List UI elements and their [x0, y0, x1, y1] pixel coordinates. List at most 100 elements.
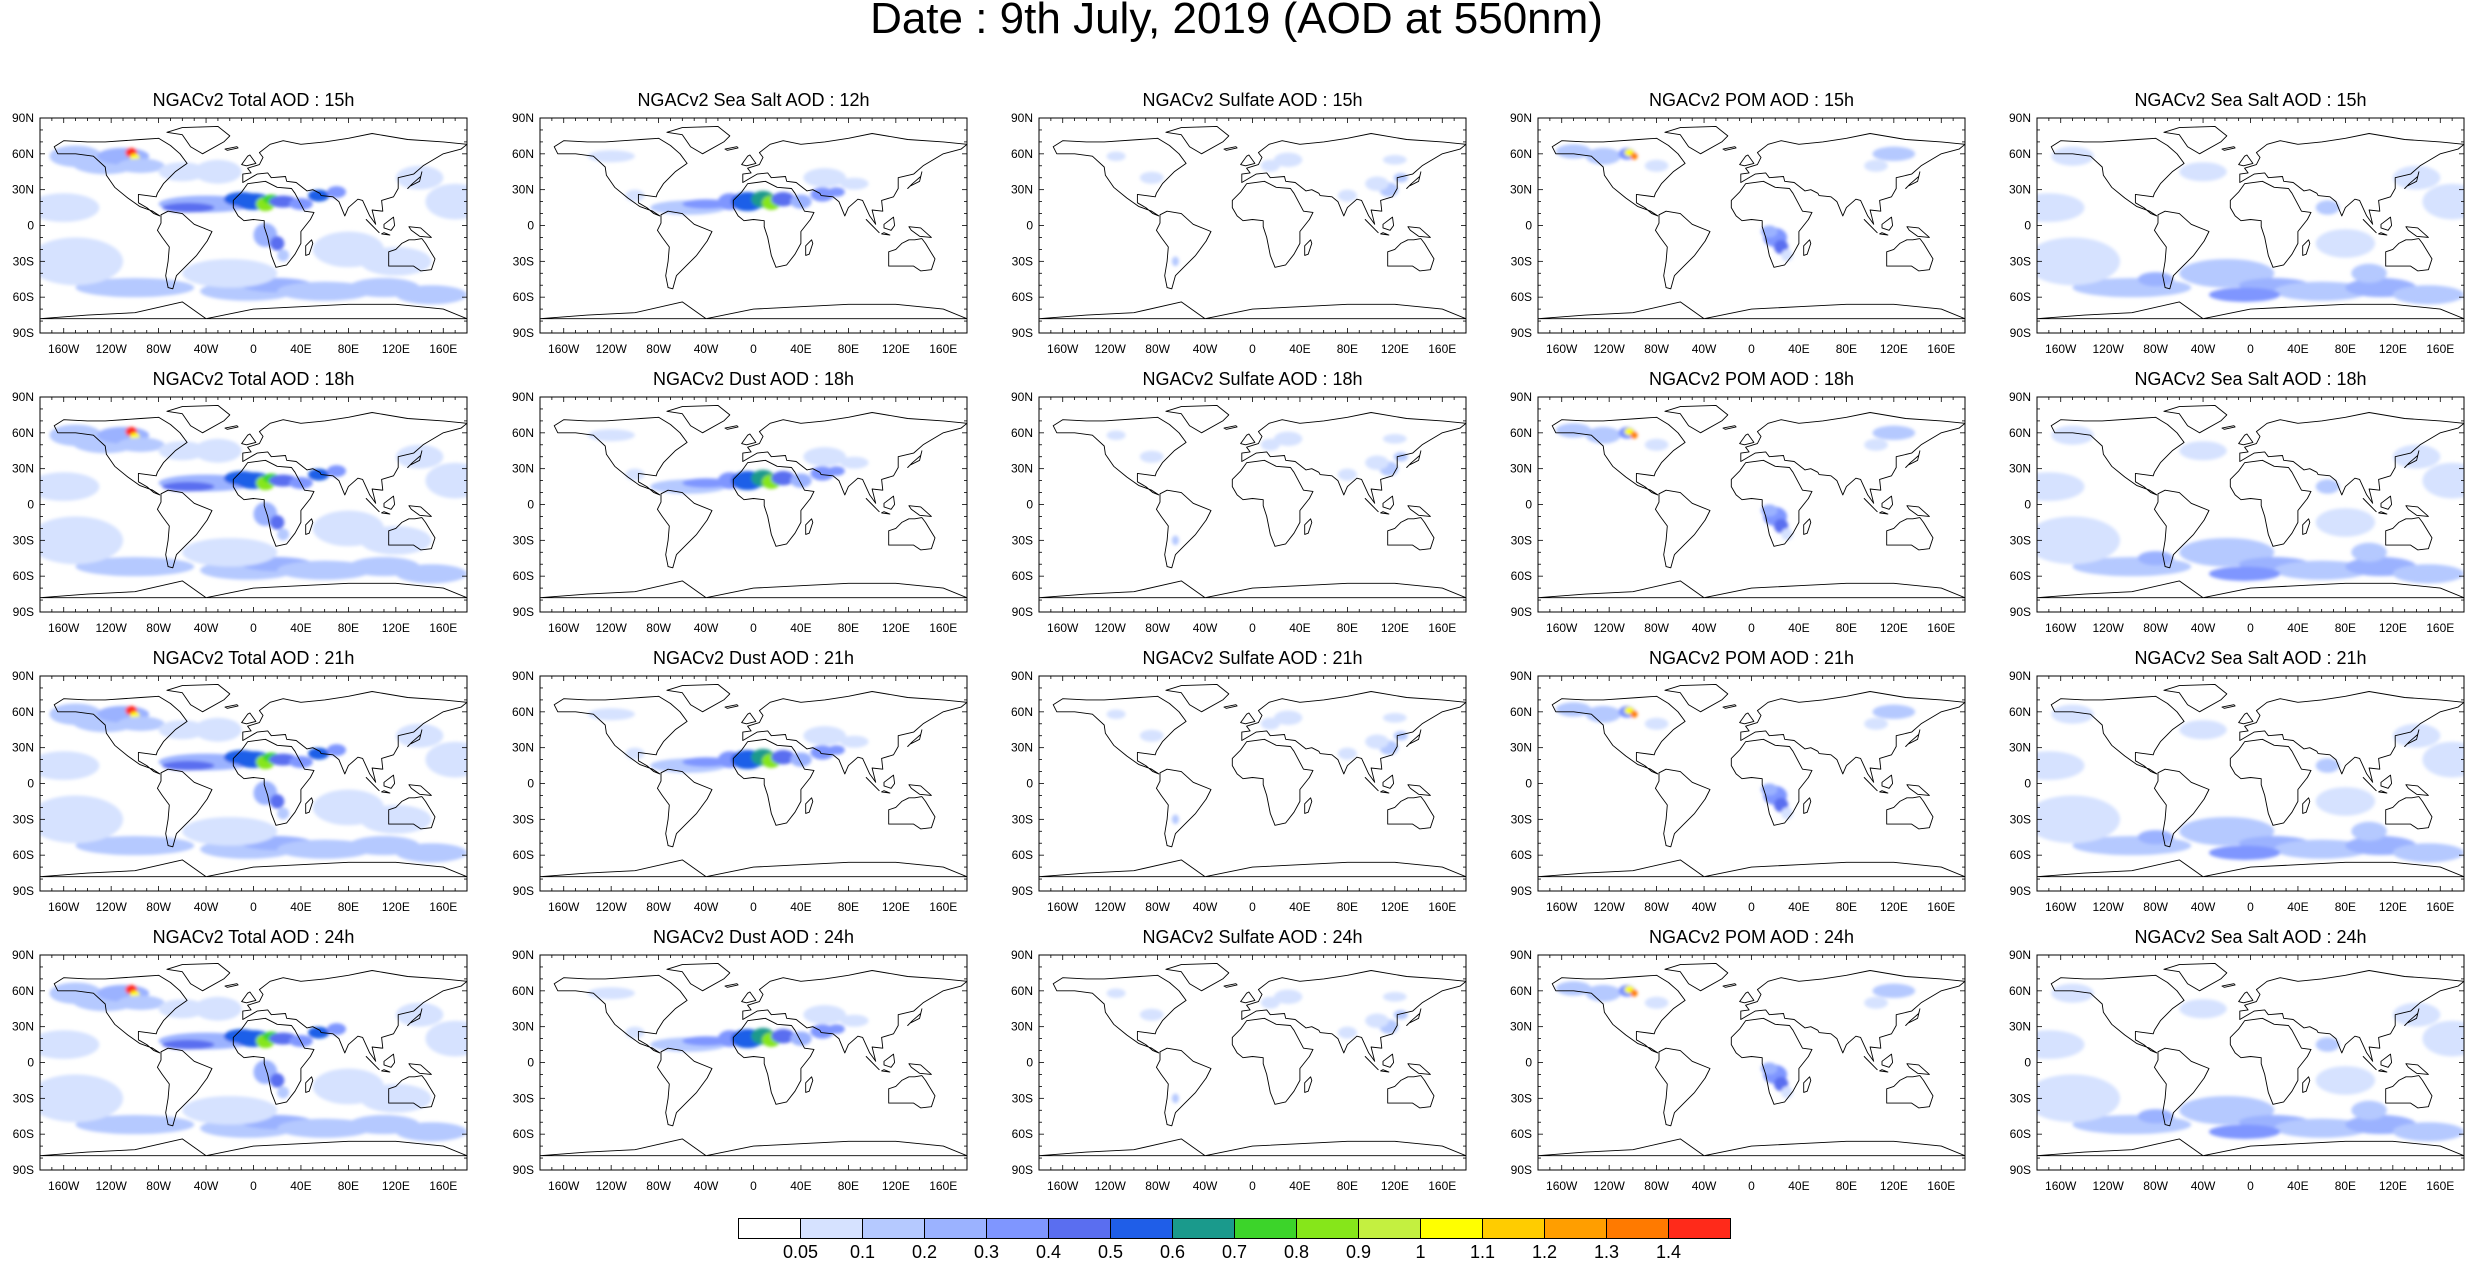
aod-field [40, 424, 467, 584]
lat-tick-label: 60S [1511, 290, 1532, 304]
world-map: 90N 60N 30N 0 30S 60S 90S 160W 120W 80W 40W 0 40E 80E… [12, 948, 468, 1193]
aod-patch [810, 187, 835, 202]
coastline [741, 712, 757, 725]
coastline [232, 1017, 315, 1105]
lon-tick-label: 160E [929, 900, 957, 914]
coastline [881, 790, 891, 794]
coastline [1240, 712, 1256, 725]
world-map: 90N 60N 30N 0 30S 60S 90S 160W 120W 80W 40W 0 40E 80E… [1510, 390, 1966, 635]
lon-tick-label: 80W [146, 1179, 171, 1193]
coastline [908, 505, 932, 517]
lat-tick-label: 90S [1511, 326, 1532, 340]
coastline [1387, 1075, 1435, 1109]
coastlines [1538, 962, 1965, 1157]
coastline [1803, 239, 1812, 256]
aod-patch [2274, 1118, 2370, 1138]
coastline [1654, 768, 1711, 848]
aod-patch [117, 995, 165, 1010]
coastline [908, 226, 932, 238]
map-panel-total: NGACv2 Total AOD : 24h 90N 60N 30N 0 30S 60S 90… [0, 925, 487, 1210]
lon-tick-label: 120W [1593, 342, 1625, 356]
lon-tick-label: 120W [595, 900, 627, 914]
lon-tick-label: 160W [548, 900, 580, 914]
lat-tick-label: 60N [1510, 705, 1532, 719]
lon-tick-label: 120E [882, 621, 910, 635]
coastline [2385, 1075, 2433, 1109]
coastline [741, 433, 757, 446]
aod-patch [2315, 1066, 2376, 1095]
coastline [2404, 450, 2420, 468]
map-frame [539, 117, 968, 334]
lon-tick-label: 40E [1289, 900, 1310, 914]
lat-tick-label: 60N [2009, 147, 2031, 161]
coastline [305, 239, 314, 256]
colorbar-label: 0.2 [912, 1242, 937, 1261]
lon-tick-label: 80E [1836, 900, 1857, 914]
aod-patch [277, 807, 290, 820]
aod-patch [2274, 281, 2370, 301]
lon-tick-label: 0 [1748, 342, 1755, 356]
map-panel-total: NGACv2 Total AOD : 21h 90N 60N 30N 0 30S 60S 90… [0, 646, 487, 931]
lon-tick-label: 80W [1145, 621, 1170, 635]
aod-patch [1585, 147, 1622, 165]
coastline [1304, 518, 1313, 535]
map-frame [39, 954, 468, 1171]
lat-tick-label: 90S [513, 1163, 534, 1177]
lon-tick-label: 0 [1249, 621, 1256, 635]
aod-patch [2392, 564, 2464, 584]
lat-tick-label: 30S [1012, 533, 1033, 547]
aod-patch [1382, 155, 1407, 165]
coastline [1905, 729, 1921, 747]
coastline [2239, 133, 2464, 225]
lat-tick-label: 60S [2010, 569, 2031, 583]
coastline [2037, 301, 2464, 320]
coastline [408, 1063, 432, 1075]
coastline [242, 970, 467, 1062]
aod-patch [2037, 795, 2121, 844]
aod-patch [40, 1074, 124, 1123]
colorbar-label: 0.1 [850, 1242, 875, 1261]
lat-tick-label: 60N [512, 147, 534, 161]
coastline [724, 425, 739, 430]
map-frame [39, 396, 468, 613]
aod-field [1106, 151, 1408, 267]
aod-patch [1585, 984, 1622, 1002]
coastline [1906, 1063, 1930, 1075]
lat-tick-label: 60N [12, 426, 34, 440]
lon-tick-label: 120W [1593, 900, 1625, 914]
coastline [2380, 216, 2393, 231]
map-panel-sulfate: NGACv2 Sulfate AOD : 15h 90N 60N 30N 0 30S 60S… [999, 88, 1486, 373]
coastline [1364, 777, 1379, 792]
coastline [1387, 238, 1435, 272]
lon-tick-label: 120W [2092, 900, 2124, 914]
aod-patch [840, 456, 869, 469]
lat-tick-label: 90S [1511, 884, 1532, 898]
coastline [1538, 301, 1965, 320]
coastline [1905, 1008, 1921, 1026]
coastline [365, 1056, 380, 1071]
aod-patch [182, 258, 278, 288]
lon-tick-label: 80E [1337, 900, 1358, 914]
colorbar-label: 0.7 [1222, 1242, 1247, 1261]
aod-patch [1630, 710, 1638, 718]
aod-patch [2037, 193, 2085, 222]
lon-tick-label: 160W [2045, 342, 2077, 356]
lat-tick-label: 60N [1510, 147, 1532, 161]
lat-tick-label: 30S [513, 1091, 534, 1105]
lon-tick-label: 160E [1428, 900, 1456, 914]
aod-patch [40, 516, 124, 565]
lon-tick-label: 0 [250, 900, 257, 914]
coastline [365, 777, 380, 792]
aod-patch [75, 836, 195, 856]
aod-patch [194, 159, 242, 184]
lat-tick-label: 90N [2009, 669, 2031, 683]
lon-tick-label: 0 [750, 1179, 757, 1193]
lat-tick-label: 90N [12, 111, 34, 125]
lon-tick-label: 80E [2335, 342, 2356, 356]
panel-title: NGACv2 Sulfate AOD : 24h [1142, 927, 1363, 947]
lat-tick-label: 0 [527, 498, 534, 512]
aod-patch [1864, 438, 1888, 451]
coastline [224, 983, 239, 988]
map-frame [39, 675, 468, 892]
aod-patch [1337, 189, 1357, 202]
